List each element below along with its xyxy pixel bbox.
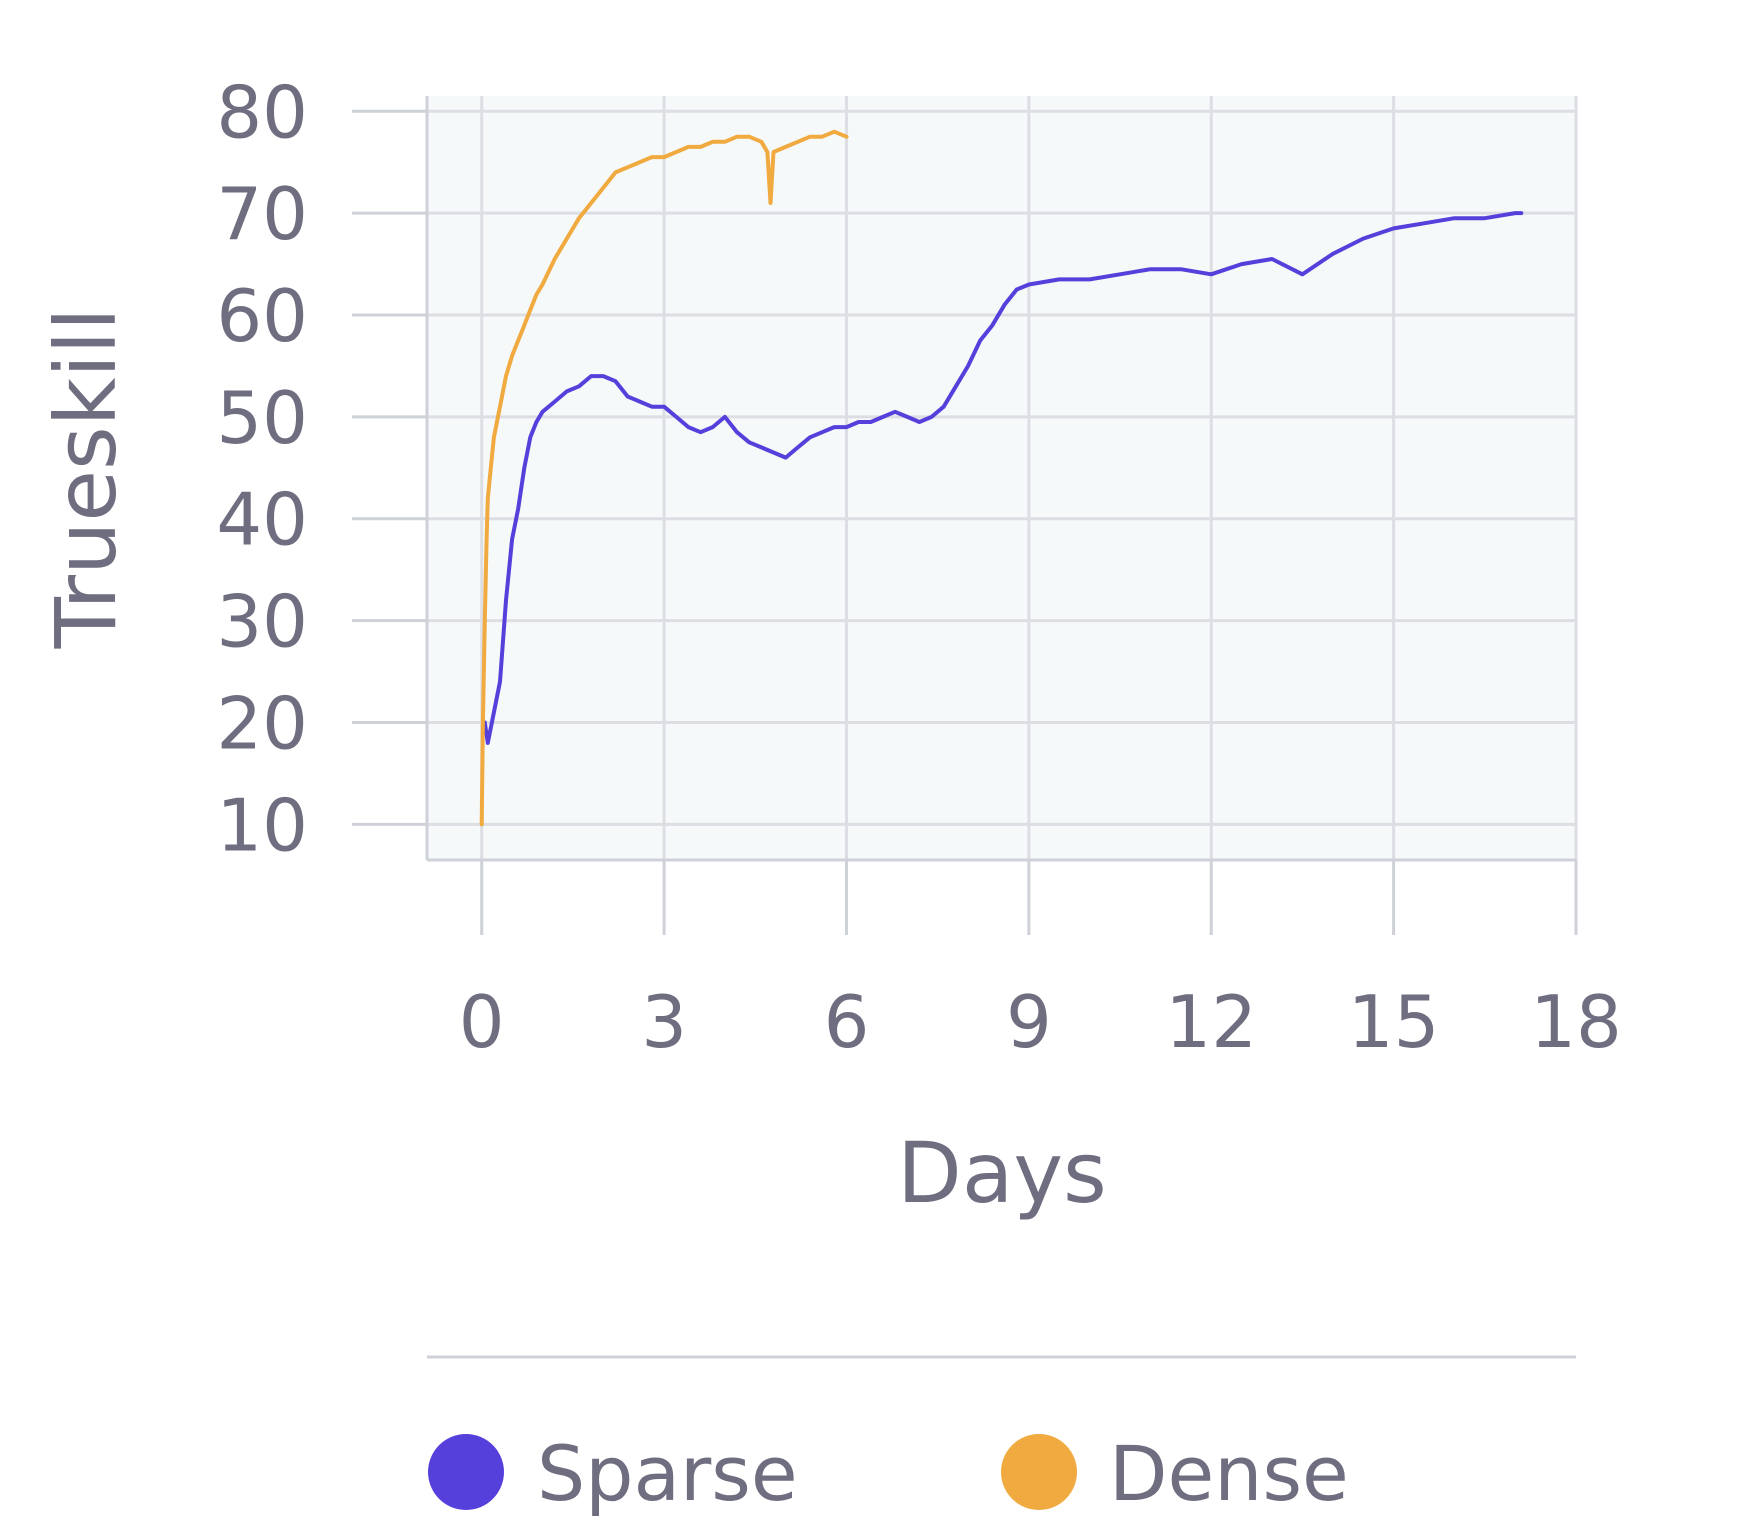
y-tick-label-40: 40 <box>216 478 308 562</box>
y-tick-label-10: 10 <box>216 783 308 867</box>
y-tick-label-80: 80 <box>216 70 308 154</box>
x-axis-title: Days <box>897 1124 1107 1222</box>
legend: Sparse Dense <box>428 1429 1349 1518</box>
y-tick-label-50: 50 <box>216 376 308 460</box>
legend-item-dense[interactable]: Dense <box>1001 1429 1349 1518</box>
y-tick-label-30: 30 <box>216 580 308 664</box>
x-tick-label-15: 15 <box>1348 980 1440 1064</box>
gridlines <box>427 96 1578 860</box>
axis-ticks: 10 20 30 40 50 60 70 80 0 3 6 9 12 15 18 <box>216 70 1621 1064</box>
series-lines <box>479 129 1524 827</box>
y-tick-label-60: 60 <box>216 274 308 358</box>
legend-swatch-dense <box>1001 1434 1077 1510</box>
y-axis-title: Trueskill <box>37 308 135 650</box>
series-line-dense <box>479 129 849 827</box>
plot-background <box>427 96 1576 860</box>
x-tick-label-6: 6 <box>824 980 870 1064</box>
legend-item-sparse[interactable]: Sparse <box>428 1429 798 1518</box>
series-line-sparse <box>482 211 1524 745</box>
legend-swatch-sparse <box>428 1434 504 1510</box>
x-tick-label-9: 9 <box>1006 980 1052 1064</box>
legend-label-dense: Dense <box>1109 1429 1349 1518</box>
y-tick-label-20: 20 <box>216 681 308 765</box>
legend-label-sparse: Sparse <box>537 1429 798 1518</box>
x-tick-label-18: 18 <box>1530 980 1622 1064</box>
x-tick-label-12: 12 <box>1165 980 1257 1064</box>
x-tick-label-0: 0 <box>459 980 505 1064</box>
x-tick-label-3: 3 <box>641 980 687 1064</box>
y-tick-label-70: 70 <box>216 172 308 256</box>
